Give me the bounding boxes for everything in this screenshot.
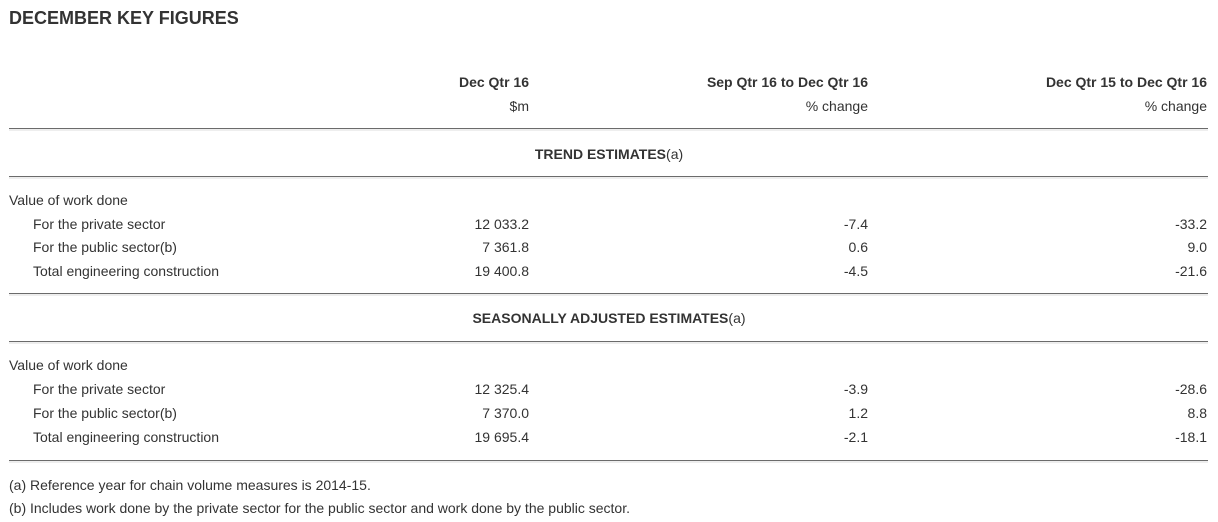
cell: 0.6 (848, 239, 868, 255)
cell: -2.1 (843, 429, 868, 445)
row-label: For the public sector(b) (33, 239, 177, 255)
section-title: SEASONALLY ADJUSTED ESTIMATES (472, 310, 729, 326)
cell: 19 400.8 (474, 263, 530, 279)
col-unit: $m (509, 98, 529, 114)
section-heading-seasonally-adjusted: SEASONALLY ADJUSTED ESTIMATES(a) (0, 309, 1218, 327)
divider (9, 128, 1208, 131)
group-label: Value of work done (9, 192, 128, 208)
row-label: Total engineering construction (33, 429, 220, 445)
section-title: TREND ESTIMATES (534, 146, 667, 162)
cell: -21.6 (1175, 263, 1207, 279)
divider (9, 176, 1208, 179)
col-unit: % change (805, 98, 868, 114)
cell: -4.5 (843, 263, 868, 279)
cell: 1.2 (848, 405, 868, 421)
col-header-annual-change: Dec Qtr 15 to Dec Qtr 16 (1045, 74, 1207, 90)
section-note: (a) (666, 146, 684, 162)
cell: -7.4 (843, 216, 868, 232)
footnote: (b) Includes work done by the private se… (9, 500, 630, 516)
col-header-quarterly-change: Sep Qtr 16 to Dec Qtr 16 (706, 74, 868, 90)
row-label: For the public sector(b) (33, 405, 177, 421)
section-note: (a) (728, 310, 746, 326)
footnote: (a) Reference year for chain volume meas… (9, 477, 371, 493)
group-label: Value of work done (9, 357, 128, 373)
cell: 19 695.4 (474, 429, 530, 445)
cell: -28.6 (1175, 381, 1207, 397)
cell: 8.8 (1187, 405, 1207, 421)
col-unit: % change (1144, 98, 1207, 114)
cell: 12 325.4 (474, 381, 530, 397)
section-heading-trend: TREND ESTIMATES(a) (0, 145, 1218, 163)
divider (9, 293, 1208, 296)
page-title: DECEMBER KEY FIGURES (9, 8, 239, 28)
cell: -18.1 (1175, 429, 1207, 445)
cell: -33.2 (1175, 216, 1207, 232)
row-label: For the private sector (33, 381, 166, 397)
col-header-dec-qtr: Dec Qtr 16 (458, 74, 529, 90)
cell: -3.9 (843, 381, 868, 397)
cell: 9.0 (1187, 239, 1207, 255)
cell: 7 361.8 (482, 239, 529, 255)
cell: 12 033.2 (474, 216, 530, 232)
divider (9, 341, 1208, 344)
row-label: For the private sector (33, 216, 166, 232)
cell: 7 370.0 (482, 405, 529, 421)
row-label: Total engineering construction (33, 263, 220, 279)
divider (9, 460, 1208, 463)
